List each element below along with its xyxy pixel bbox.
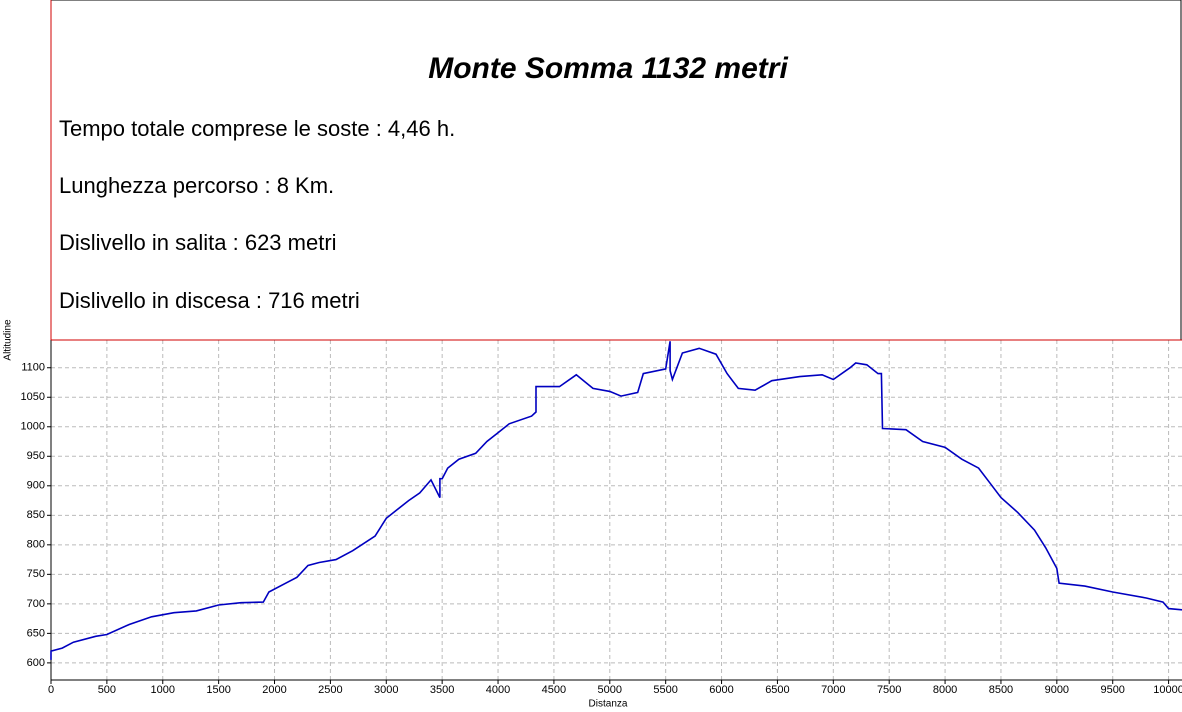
x-tick-label: 2000 — [262, 684, 286, 696]
annotation: Lunghezza percorso : 8 Km. — [59, 173, 334, 198]
x-tick-label: 6000 — [709, 684, 733, 696]
x-tick-label: 8500 — [989, 684, 1013, 696]
x-tick-label: 2500 — [318, 684, 342, 696]
x-tick-label: 7000 — [821, 684, 845, 696]
y-tick-label: 750 — [27, 568, 45, 580]
y-tick-label: 650 — [27, 627, 45, 639]
y-tick-label: 600 — [27, 657, 45, 669]
x-tick-label: 7500 — [877, 684, 901, 696]
y-tick-label: 1050 — [21, 391, 45, 403]
x-tick-label: 5000 — [598, 684, 622, 696]
annotation: Dislivello in salita : 623 metri — [59, 230, 337, 255]
y-tick-label: 800 — [27, 539, 45, 551]
x-tick-label: 3000 — [374, 684, 398, 696]
y-tick-label: 850 — [27, 509, 45, 521]
x-tick-label: 3500 — [430, 684, 454, 696]
info-box — [50, 0, 1182, 341]
plot-area: 600 650 700 750 800 850 900 950 1000 1050 1100 0 500… — [21, 340, 1182, 696]
x-tick-label: 4500 — [542, 684, 566, 696]
x-tick-label: 1000 — [151, 684, 175, 696]
x-tick-label: 0 — [48, 684, 54, 696]
y-tick-label: 900 — [27, 480, 45, 492]
x-tick-label: 10000 — [1153, 684, 1182, 696]
x-tick-label: 9500 — [1100, 684, 1124, 696]
x-tick-label: 500 — [98, 684, 116, 696]
x-tick-label: 6500 — [765, 684, 789, 696]
elevation-line — [50, 341, 1182, 660]
x-tick-label: 5500 — [653, 684, 677, 696]
y-tick-label: 700 — [27, 598, 45, 610]
y-tick-label: 950 — [27, 450, 45, 462]
y-tick-label: 1000 — [21, 421, 45, 433]
chart-title: Monte Somma 1132 metri — [428, 52, 788, 85]
y-axis-label: Altitudine — [3, 319, 14, 361]
annotation: Dislivello in discesa : 716 metri — [59, 288, 360, 313]
y-tick-label: 1100 — [21, 362, 45, 374]
x-tick-label: 4000 — [486, 684, 510, 696]
x-tick-label: 9000 — [1045, 684, 1069, 696]
x-tick-label: 8000 — [933, 684, 957, 696]
annotation: Tempo totale comprese le soste : 4,46 h. — [59, 116, 455, 141]
x-tick-label: 1500 — [206, 684, 230, 696]
x-axis-label: Distanza — [589, 699, 628, 710]
